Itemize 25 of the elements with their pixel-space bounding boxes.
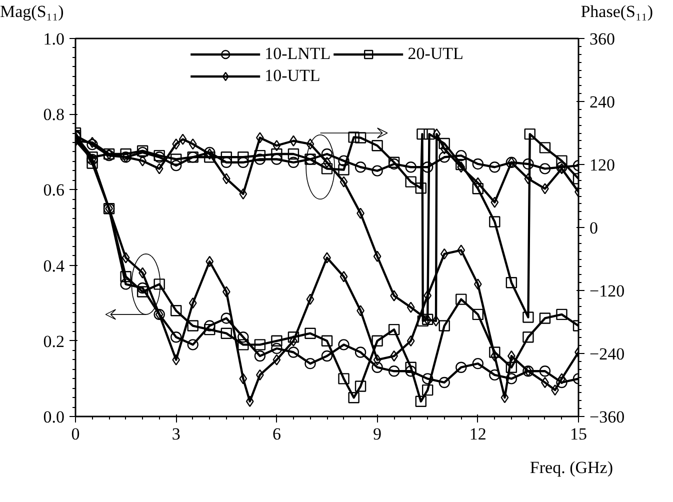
y2-tick-label: 120 xyxy=(590,156,615,174)
y2-tick-label: −240 xyxy=(590,344,625,364)
y2-tick-label: 0 xyxy=(590,218,598,238)
y2-axis-title: Phase(S₁₁) xyxy=(580,1,653,23)
y-tick-label: 0.6 xyxy=(43,180,64,200)
y-tick-label: 0.2 xyxy=(43,332,64,351)
y-axis-title: Mag(S₁₁) xyxy=(0,1,64,23)
y2-tick-label: 240 xyxy=(590,92,615,112)
x-axis-title: Freq. (GHz) xyxy=(530,457,613,479)
legend-label: 10-LNTL xyxy=(264,44,331,64)
x-tick-label: 6 xyxy=(272,424,281,444)
y-tick-label: 0.4 xyxy=(43,256,65,276)
y-tick-label: 1.0 xyxy=(43,30,64,48)
legend-label: 10-UTL xyxy=(264,66,320,86)
y-tick-label: 0.8 xyxy=(43,105,64,124)
x-tick-label: 12 xyxy=(469,424,486,444)
y-tick-label: 0.0 xyxy=(43,408,64,426)
y2-tick-label: 360 xyxy=(590,30,615,48)
y2-tick-label: −120 xyxy=(590,282,625,300)
x-tick-label: 9 xyxy=(373,424,382,444)
x-tick-label: 15 xyxy=(570,424,587,444)
x-tick-label: 3 xyxy=(172,424,180,444)
x-tick-label: 0 xyxy=(71,424,80,444)
legend-label: 20-UTL xyxy=(408,44,464,64)
y2-tick-label: −360 xyxy=(590,408,625,426)
